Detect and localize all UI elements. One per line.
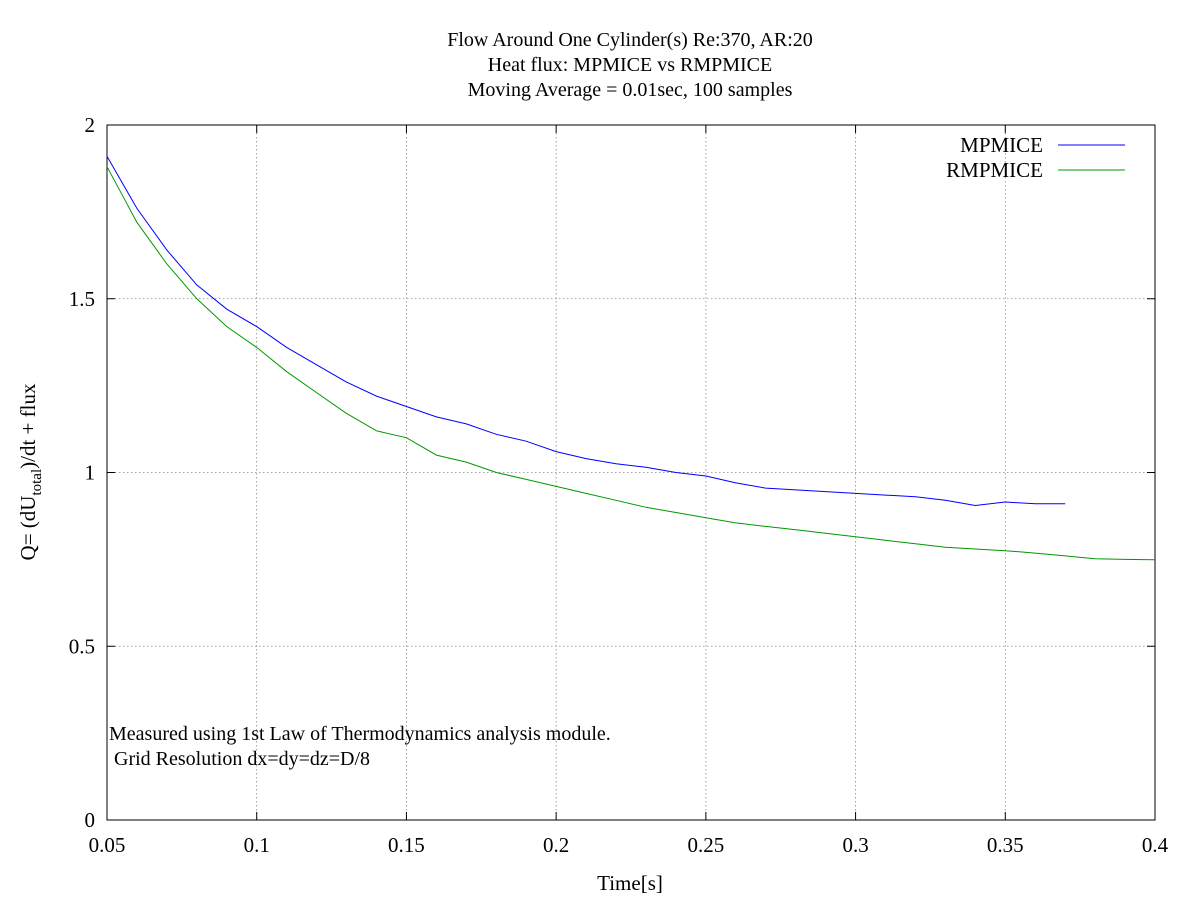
legend: MPMICE RMPMICE [946, 133, 1125, 182]
x-tick-label: 0.35 [987, 833, 1024, 857]
y-tick-label: 2 [85, 113, 96, 137]
ticks: 0.05 0.1 0.15 0.2 0.25 0.3 0.35 0.4 0 0.5 1 1.5 2 [69, 113, 1169, 857]
y-tick-label: 0 [85, 808, 96, 832]
legend-label-rmpmice: RMPMICE [946, 158, 1043, 182]
annotation-line-2: Grid Resolution dx=dy=dz=D/8 [109, 748, 370, 770]
series-line-mpmice [106, 156, 1066, 507]
y-tick-label: 0.5 [69, 634, 95, 658]
legend-label-mpmice: MPMICE [960, 133, 1043, 157]
annotation-line-1: Measured using 1st Law of Thermodynamics… [109, 723, 611, 745]
chart-title: Flow Around One Cylinder(s) Re:370, AR:2… [447, 29, 813, 101]
title-line-2: Heat flux: MPMICE vs RMPMICE [488, 54, 772, 76]
x-tick-label: 0.1 [244, 833, 270, 857]
title-line-1: Flow Around One Cylinder(s) Re:370, AR:2… [447, 29, 813, 51]
series-line-rmpmice [106, 166, 1156, 561]
x-tick-label: 0.15 [388, 833, 425, 857]
x-tick-label: 0.2 [543, 833, 569, 857]
x-tick-label: 0.4 [1142, 833, 1169, 857]
y-axis-label-suffix: )/dt + flux [16, 383, 40, 469]
y-tick-label: 1 [85, 461, 96, 485]
grid [107, 125, 1155, 820]
y-axis-label-prefix: Q= (dU [16, 496, 40, 561]
y-tick-label: 1.5 [69, 287, 95, 311]
x-axis-label: Time[s] [597, 871, 663, 895]
y-axis-label: Q= (dUtotal)/dt + flux [16, 383, 45, 560]
series-lines [106, 156, 1156, 561]
y-axis-label-subscript: total [29, 469, 45, 496]
annotation: Measured using 1st Law of Thermodynamics… [109, 723, 611, 770]
title-line-3: Moving Average = 0.01sec, 100 samples [468, 79, 793, 101]
x-tick-label: 0.25 [687, 833, 724, 857]
x-tick-label: 0.3 [842, 833, 868, 857]
x-tick-label: 0.05 [89, 833, 126, 857]
